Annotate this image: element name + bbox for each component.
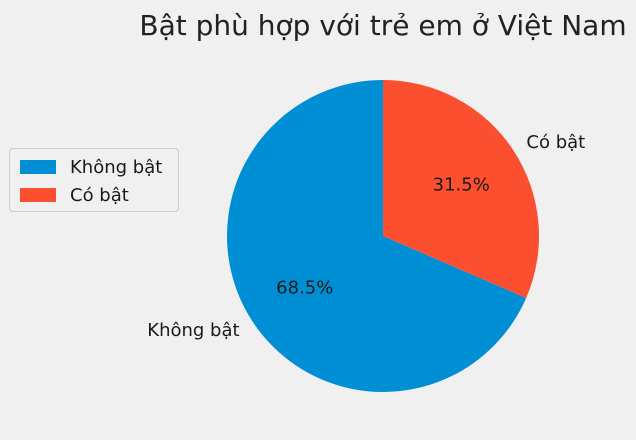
legend-swatch [20, 160, 56, 174]
pie-category-label: Không bật [147, 320, 239, 341]
pie-labels: 68.5% Không bật 31.5% Có bật [147, 132, 585, 341]
pie-percent-label: 31.5% [433, 175, 490, 196]
legend-label: Không bật [70, 156, 163, 178]
pie-slice-co-bat [383, 80, 540, 298]
chart-title: Bật phù hợp với trẻ em ở Việt Nam [139, 9, 626, 42]
pie-category-label: Có bật [526, 132, 585, 153]
legend-item-khong-bat: Không bật [20, 153, 168, 181]
legend-item-co-bat: Có bật [20, 181, 168, 209]
pie-slices [227, 80, 540, 392]
pie-slice-khong-bat [227, 80, 527, 392]
pie-percent-label: 68.5% [276, 277, 333, 298]
legend-label: Có bật [70, 184, 129, 206]
legend: Không bật Có bật [9, 148, 179, 212]
legend-swatch [20, 188, 56, 202]
